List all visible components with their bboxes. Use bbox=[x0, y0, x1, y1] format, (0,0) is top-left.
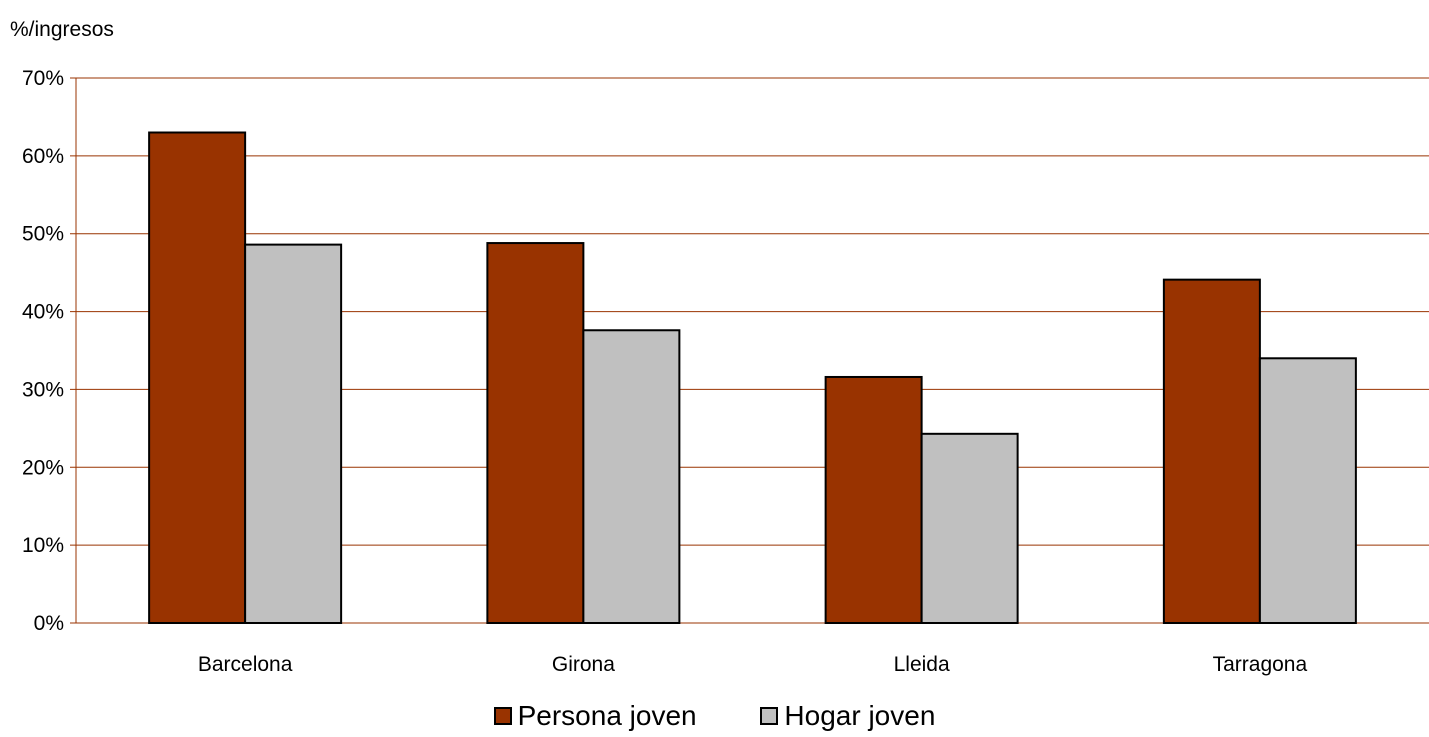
x-tick-label: Girona bbox=[552, 653, 615, 676]
bar-persona-joven bbox=[148, 131, 247, 624]
y-tick-label: 30% bbox=[22, 378, 64, 401]
bar-hogar-joven bbox=[244, 243, 343, 624]
bar-persona-joven bbox=[824, 375, 923, 624]
bar-persona-joven bbox=[1162, 278, 1261, 624]
y-tick-label: 10% bbox=[22, 534, 64, 557]
legend-swatch-persona-joven bbox=[493, 707, 512, 725]
legend-swatch-hogar-joven bbox=[760, 707, 779, 725]
x-tick-label: Barcelona bbox=[198, 653, 293, 676]
bar-persona-joven bbox=[486, 242, 585, 625]
x-tick-label: Lleida bbox=[894, 653, 950, 676]
bar-chart: 0% 10% 20% 30% 40% 50% 60% 70% Barcelona Girona Ll… bbox=[22, 67, 1429, 676]
legend-label-persona-joven: Persona joven bbox=[517, 700, 697, 731]
bar-hogar-joven bbox=[1258, 357, 1357, 624]
y-tick-label: 60% bbox=[22, 145, 64, 168]
y-tick-label: 40% bbox=[22, 301, 64, 324]
legend-label-hogar-joven: Hogar joven bbox=[784, 700, 936, 731]
y-axis-title: %/ingresos bbox=[10, 18, 114, 41]
x-tick-label: Tarragona bbox=[1213, 653, 1308, 676]
y-tick-label: 0% bbox=[34, 612, 64, 635]
y-tick-label: 70% bbox=[22, 67, 64, 90]
y-tick-label: 50% bbox=[22, 223, 64, 246]
bar-hogar-joven bbox=[582, 329, 681, 624]
legend-item-hogar-joven: Hogar joven bbox=[760, 700, 935, 732]
bar-hogar-joven bbox=[920, 432, 1019, 624]
legend: Persona joven Hogar joven bbox=[0, 700, 1429, 732]
y-tick-label: 20% bbox=[22, 456, 64, 479]
legend-item-persona-joven: Persona joven bbox=[493, 700, 697, 732]
